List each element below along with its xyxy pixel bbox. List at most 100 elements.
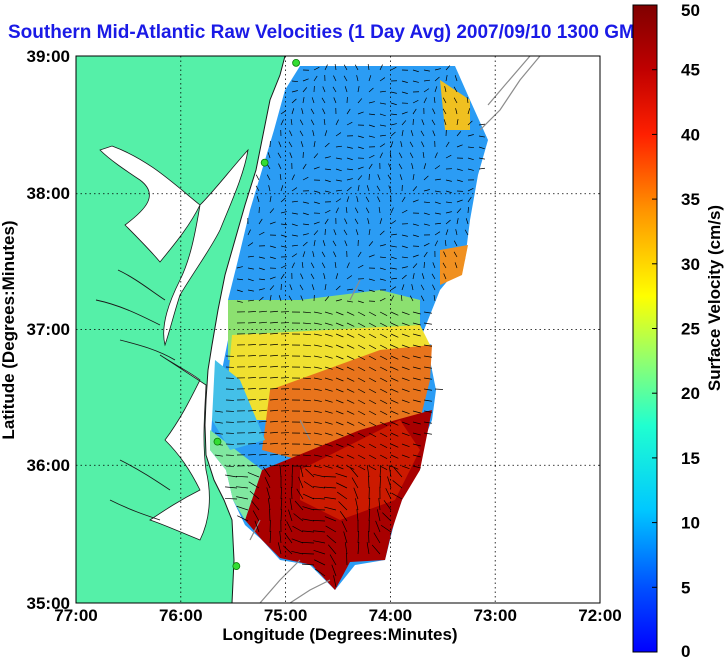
velocity-vector xyxy=(357,421,366,427)
velocity-vector xyxy=(401,234,408,237)
velocity-vector xyxy=(368,229,371,236)
velocity-vector xyxy=(346,300,353,303)
velocity-vector xyxy=(324,190,331,193)
velocity-vector xyxy=(324,284,327,291)
velocity-vector xyxy=(335,168,342,172)
velocity-vector xyxy=(258,354,267,357)
velocity-vector xyxy=(236,300,243,303)
velocity-vector xyxy=(292,525,304,533)
velocity-vector xyxy=(353,487,359,500)
x-axis: 77:00 76:00 75:00 74:00 73:00 72:00 Long… xyxy=(54,606,621,644)
velocity-vector xyxy=(313,366,322,369)
velocity-vector xyxy=(390,91,397,94)
x-axis-label: Longitude (Degrees:Minutes) xyxy=(222,625,457,644)
velocity-vector xyxy=(269,221,276,225)
velocity-vector xyxy=(280,185,284,192)
velocity-vector xyxy=(390,267,397,270)
velocity-vector xyxy=(346,157,353,161)
velocity-vector xyxy=(346,121,353,126)
velocity-vector xyxy=(321,251,326,258)
velocity-vector xyxy=(324,410,333,414)
velocity-vector xyxy=(390,344,399,349)
velocity-vector xyxy=(324,454,333,458)
velocity-vector xyxy=(478,135,485,138)
velocity-vector xyxy=(333,251,337,258)
velocity-vector xyxy=(302,163,307,170)
velocity-vector xyxy=(390,233,397,236)
velocity-vector xyxy=(258,296,264,302)
velocity-vector xyxy=(423,377,432,380)
velocity-vector xyxy=(423,344,432,347)
velocity-vector xyxy=(401,432,410,437)
velocity-vector xyxy=(341,520,348,533)
velocity-vector xyxy=(344,218,348,225)
velocity-vector xyxy=(269,285,275,291)
velocity-vector xyxy=(335,473,348,478)
velocity-vector xyxy=(325,525,337,533)
velocity-vector xyxy=(291,234,298,237)
velocity-vector xyxy=(310,262,315,269)
velocity-vector xyxy=(354,218,359,225)
velocity-vector xyxy=(399,174,403,181)
velocity-vector xyxy=(324,443,333,447)
velocity-vector xyxy=(267,152,271,159)
velocity-vector xyxy=(310,273,315,280)
velocity-vector xyxy=(324,156,331,159)
velocity-vector xyxy=(423,189,430,192)
y-tick-label: 39:00 xyxy=(27,47,70,66)
velocity-vector xyxy=(266,174,271,181)
colorbar-tick-label: 15 xyxy=(681,449,700,468)
velocity-vector xyxy=(291,223,298,227)
velocity-vector xyxy=(357,98,363,104)
velocity-vector xyxy=(357,311,366,317)
velocity-vector xyxy=(412,254,419,258)
velocity-vector xyxy=(467,206,469,214)
velocity-vector xyxy=(280,264,287,269)
velocity-vector xyxy=(357,366,366,372)
velocity-vector xyxy=(280,245,287,248)
velocity-vector xyxy=(280,508,282,522)
velocity-vector xyxy=(412,99,419,104)
velocity-vector xyxy=(324,366,333,370)
bathymetry-contours xyxy=(249,56,541,603)
velocity-vector xyxy=(280,223,287,226)
velocity-vector xyxy=(456,208,462,214)
velocity-vector xyxy=(335,299,342,302)
velocity-vector xyxy=(401,256,408,259)
velocity-vector xyxy=(346,168,353,171)
velocity-vector xyxy=(390,113,397,116)
velocity-vector xyxy=(247,366,257,368)
velocity-vector xyxy=(269,431,278,434)
velocity-vector xyxy=(291,212,298,215)
velocity-vector xyxy=(357,175,363,181)
velocity-vector xyxy=(269,398,278,401)
velocity-vector xyxy=(323,476,337,478)
velocity-vector xyxy=(258,288,265,291)
velocity-vector xyxy=(368,475,370,489)
velocity-vector xyxy=(423,421,432,424)
radar-station-marker xyxy=(260,158,269,167)
velocity-vector xyxy=(434,190,441,193)
velocity-vector xyxy=(390,465,399,470)
velocity-vector xyxy=(269,256,276,259)
velocity-vector xyxy=(423,223,430,226)
velocity-vector xyxy=(453,240,458,247)
velocity-vector xyxy=(412,443,421,447)
velocity-vector xyxy=(302,241,308,247)
velocity-vector xyxy=(303,481,315,489)
velocity-vector xyxy=(346,399,355,404)
velocity-vector xyxy=(301,108,304,115)
velocity-vector xyxy=(336,482,348,489)
velocity-vector xyxy=(332,86,337,93)
velocity-vector xyxy=(390,421,399,426)
velocity-vector xyxy=(390,102,397,106)
velocity-vector xyxy=(344,542,348,555)
velocity-vector xyxy=(335,198,342,203)
velocity-vector xyxy=(258,321,267,324)
velocity-vector xyxy=(456,199,463,203)
velocity-vector xyxy=(237,515,249,522)
velocity-vector xyxy=(401,377,410,382)
velocity-vector xyxy=(411,163,414,170)
velocity-vector xyxy=(379,344,388,349)
velocity-vector xyxy=(412,355,421,359)
